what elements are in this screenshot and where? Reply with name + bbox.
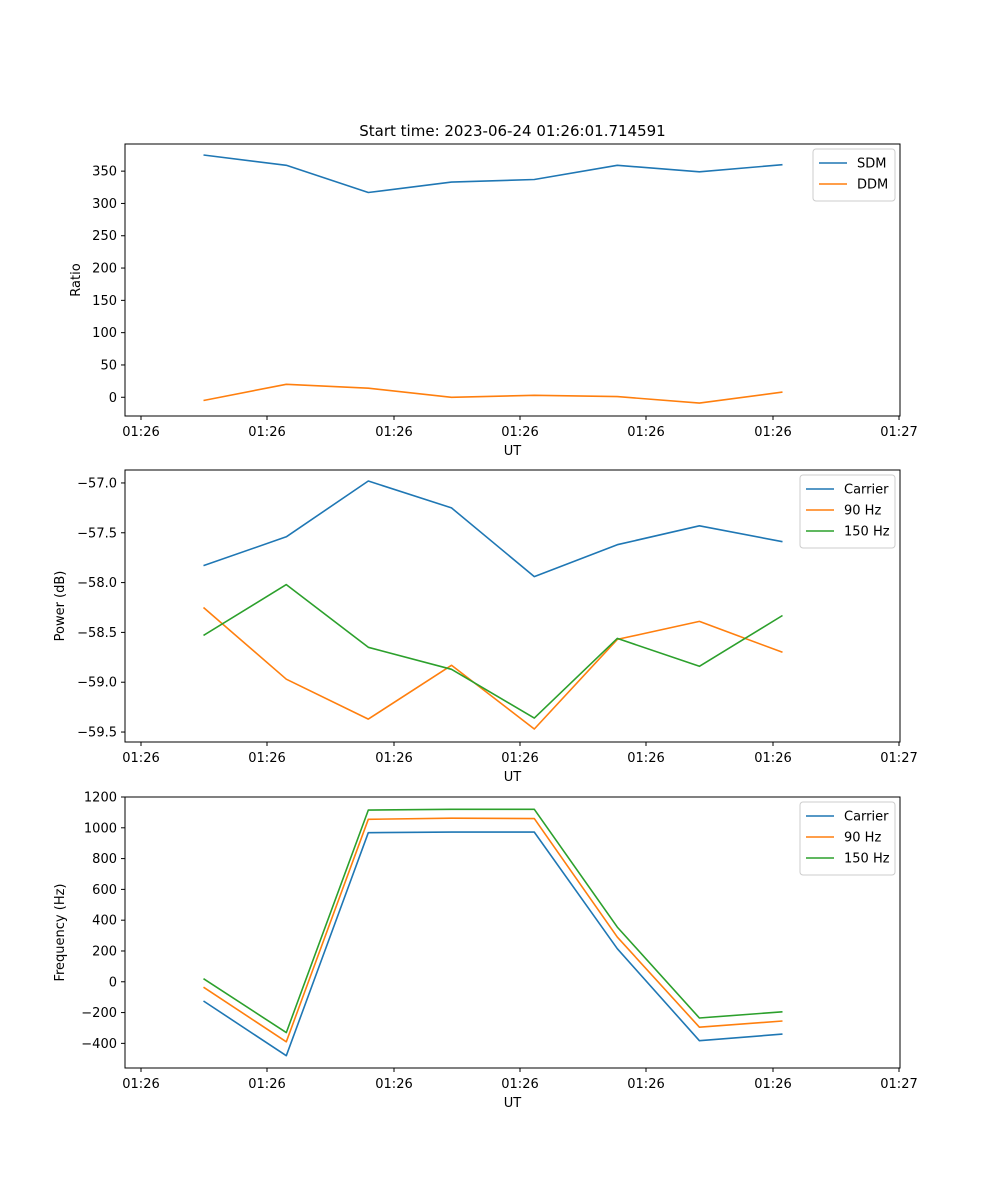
power-x-tick-label: 01:26	[627, 751, 664, 766]
power-x-tick-label: 01:26	[754, 751, 791, 766]
power-x-tick-label: 01:27	[880, 751, 917, 766]
power-x-tick-label: 01:26	[501, 751, 538, 766]
power-series-line-2	[203, 583, 783, 719]
ratio-legend-box	[812, 148, 896, 202]
ratio-x-tick-label: 01:26	[627, 425, 664, 440]
power-x-tick-label: 01:26	[122, 751, 159, 766]
frequency-legend-label-0: Carrier	[844, 810, 889, 825]
frequency-y-axis-label: Frequency (Hz)	[53, 883, 68, 981]
ratio-x-tick-label: 01:27	[880, 425, 917, 440]
ratio-x-tick-label: 01:26	[375, 425, 412, 440]
ratio-y-tick-label: 0	[109, 391, 117, 406]
ratio-legend-label-1: DDM	[857, 178, 888, 193]
frequency-y-tick-label: 400	[92, 914, 117, 929]
frequency-x-tick-label: 01:26	[754, 1077, 791, 1092]
frequency-x-tick-label: 01:27	[880, 1077, 917, 1092]
frequency-axes-frame	[124, 796, 901, 1069]
frequency-x-tick-label: 01:26	[627, 1077, 664, 1092]
ratio-panel: 01:26 01:26 01:26 01:26 01:26 01:26 01:27 0 50 10…	[69, 143, 918, 459]
power-legend-label-2: 150 Hz	[844, 525, 890, 540]
ratio-y-tick-label: 150	[92, 294, 117, 309]
power-series-line-1	[202, 606, 783, 730]
frequency-y-tick-label: 1000	[84, 821, 117, 836]
power-legend-label-1: 90 Hz	[844, 504, 881, 519]
frequency-x-tick-label: 01:26	[375, 1077, 412, 1092]
frequency-panel: 01:26 01:26 01:26 01:26 01:26 01:26 01:27 −400 −…	[53, 791, 918, 1112]
frequency-y-tick-label: 0	[109, 975, 117, 990]
frequency-series-line-2	[203, 808, 783, 1034]
ratio-y-axis-label: Ratio	[69, 263, 84, 296]
ratio-y-tick-label: 350	[92, 165, 117, 180]
ratio-x-tick-label: 01:26	[248, 425, 285, 440]
power-y-axis-label: Power (dB)	[53, 571, 68, 642]
ratio-y-tick-label: 50	[100, 358, 117, 373]
ratio-x-axis-label: UT	[504, 444, 522, 459]
frequency-legend-box	[799, 801, 896, 876]
power-y-tick-label: −58.0	[77, 576, 117, 591]
frequency-x-tick-label: 01:26	[501, 1077, 538, 1092]
ratio-series-line-0	[203, 154, 783, 194]
ratio-legend-label-0: SDM	[857, 157, 886, 172]
power-x-tick-label: 01:26	[248, 751, 285, 766]
power-x-tick-label: 01:26	[375, 751, 412, 766]
frequency-y-tick-label: −400	[81, 1037, 117, 1052]
frequency-legend-label-1: 90 Hz	[844, 831, 881, 846]
ratio-y-tick-label: 250	[92, 229, 117, 244]
frequency-y-tick-label: 800	[92, 852, 117, 867]
power-legend-box	[799, 474, 896, 549]
ratio-x-tick-label: 01:26	[122, 425, 159, 440]
ratio-y-tick-label: 200	[92, 262, 117, 277]
power-y-tick-label: −59.5	[77, 726, 117, 741]
ratio-x-tick-label: 01:26	[501, 425, 538, 440]
power-y-tick-label: −58.5	[77, 626, 117, 641]
power-legend-label-0: Carrier	[844, 483, 889, 498]
figure-title: Start time: 2023-06-24 01:26:01.714591	[359, 122, 665, 140]
frequency-x-tick-label: 01:26	[248, 1077, 285, 1092]
ratio-y-tick-label: 100	[92, 326, 117, 341]
power-series-line-0	[203, 480, 783, 578]
power-y-tick-label: −57.0	[77, 476, 117, 491]
power-x-axis-label: UT	[504, 770, 522, 785]
frequency-y-tick-label: 600	[92, 883, 117, 898]
power-y-tick-label: −57.5	[77, 526, 117, 541]
power-axes-frame	[124, 469, 901, 743]
ratio-series-line-1	[203, 383, 783, 404]
frequency-x-axis-label: UT	[504, 1096, 522, 1111]
ratio-x-tick-label: 01:26	[754, 425, 791, 440]
frequency-series-line-1	[203, 817, 783, 1043]
frequency-y-tick-label: 1200	[84, 791, 117, 806]
power-y-tick-label: −59.0	[77, 676, 117, 691]
ratio-y-tick-label: 300	[92, 197, 117, 212]
frequency-x-tick-label: 01:26	[122, 1077, 159, 1092]
power-panel: 01:26 01:26 01:26 01:26 01:26 01:26 01:27 −59.5…	[53, 469, 918, 785]
frequency-legend-label-2: 150 Hz	[844, 852, 890, 867]
frequency-y-tick-label: −200	[81, 1006, 117, 1021]
frequency-y-tick-label: 200	[92, 944, 117, 959]
frequency-series-line-0	[203, 831, 783, 1057]
ratio-axes-frame	[124, 143, 901, 417]
